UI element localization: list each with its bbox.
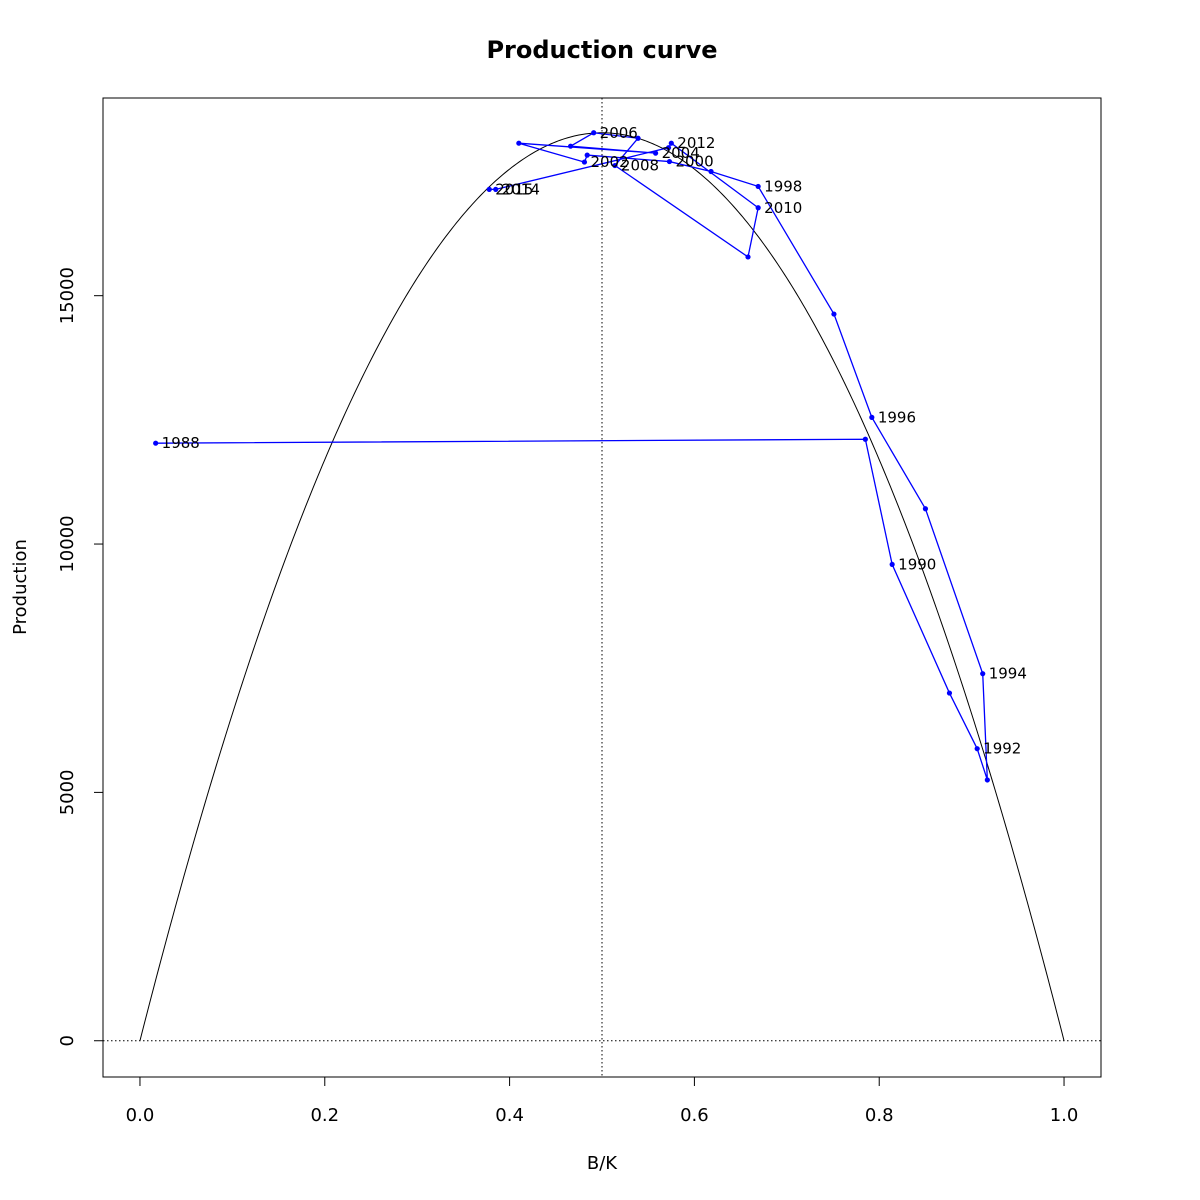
point-label-1998: 1998 xyxy=(764,177,802,195)
data-point-2003 xyxy=(516,140,522,146)
chart-title: Production curve xyxy=(486,36,717,64)
data-point-2012 xyxy=(665,145,672,151)
x-tick-label: 0.0 xyxy=(126,1105,155,1126)
data-point-2009 xyxy=(745,254,751,260)
point-label-2008: 2008 xyxy=(621,157,659,175)
point-label-2010: 2010 xyxy=(764,199,802,217)
y-tick-label: 15000 xyxy=(57,267,78,324)
data-point-2006 xyxy=(591,130,597,136)
point-label-2006: 2006 xyxy=(600,124,638,142)
data-point-1990 xyxy=(889,561,895,568)
x-tick-label: 0.6 xyxy=(680,1105,709,1126)
y-tick-label: 0 xyxy=(57,1035,78,1046)
reference-lines xyxy=(103,98,1101,1077)
data-point-2000 xyxy=(666,158,673,165)
data-point-1988 xyxy=(153,440,159,446)
data-point-1991 xyxy=(946,690,953,696)
data-point-2010 xyxy=(755,205,761,211)
point-label-1992: 1992 xyxy=(983,740,1021,758)
y-tick-label: 10000 xyxy=(57,515,78,572)
y-tick-label: 5000 xyxy=(57,769,78,815)
point-label-2012: 2012 xyxy=(677,134,715,152)
production-curve xyxy=(139,132,1065,1041)
data-series xyxy=(153,130,990,783)
data-point-2004 xyxy=(652,150,659,156)
plot-frame xyxy=(102,97,1102,1078)
point-labels: 1988 1990 1992 1994 1996 1998 2000 2002 2004 2006… xyxy=(162,124,1027,758)
data-point-1996 xyxy=(869,414,875,420)
x-tick-label: 0.8 xyxy=(865,1105,894,1126)
point-label-1990: 1990 xyxy=(898,555,936,573)
x-tick-label: 1.0 xyxy=(1050,1105,1079,1126)
point-label-1988: 1988 xyxy=(162,434,200,452)
data-point-1993 xyxy=(984,777,990,783)
point-label-2015: 2015 xyxy=(495,180,533,198)
data-point-2001 xyxy=(584,152,590,158)
point-label-1994: 1994 xyxy=(989,665,1027,683)
point-label-1996: 1996 xyxy=(878,408,916,426)
data-point-2007 xyxy=(635,135,641,141)
point-label-2014: 2014 xyxy=(502,180,540,198)
data-point-2013 xyxy=(493,186,499,192)
point-label-2004: 2004 xyxy=(662,144,700,162)
data-point-1995 xyxy=(922,506,929,512)
data-point-2011 xyxy=(668,140,674,146)
data-point-1999 xyxy=(708,168,714,175)
data-point-1992 xyxy=(974,746,980,752)
data-point-1997 xyxy=(831,311,837,317)
data-point-2005 xyxy=(567,143,574,149)
data-point-1989 xyxy=(862,436,868,442)
y-axis-label: Production xyxy=(10,539,31,635)
x-tick-label: 0.2 xyxy=(310,1105,339,1126)
data-point-2008 xyxy=(612,162,618,169)
data-point-2002 xyxy=(581,159,588,165)
point-label-2000: 2000 xyxy=(675,153,713,171)
data-point-2014 xyxy=(486,186,492,192)
data-point-1998 xyxy=(755,183,761,190)
x-tick-label: 0.4 xyxy=(495,1105,524,1126)
data-point-1994 xyxy=(980,671,986,677)
x-axis-label: B/K xyxy=(587,1153,618,1174)
point-label-2002: 2002 xyxy=(590,153,628,171)
parabola-curve xyxy=(139,132,1065,1041)
